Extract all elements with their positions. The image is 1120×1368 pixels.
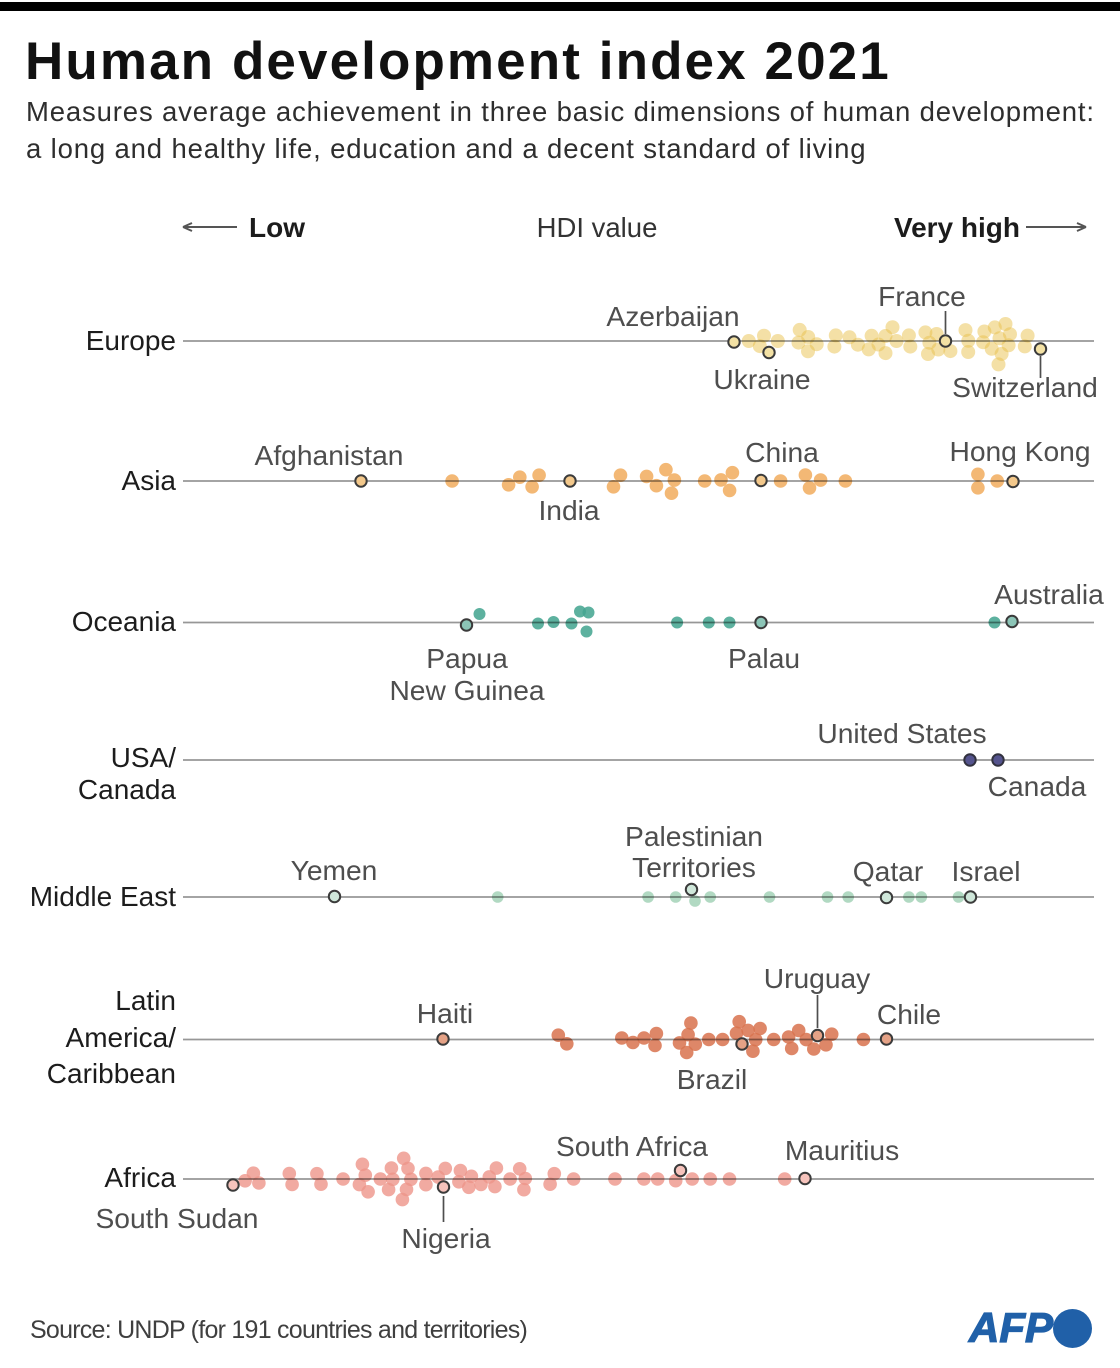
svg-text:South Sudan: South Sudan — [95, 1202, 258, 1234]
svg-text:Qatar: Qatar — [853, 855, 924, 887]
svg-text:Oceania: Oceania — [72, 606, 177, 637]
svg-text:Low: Low — [249, 212, 305, 243]
svg-text:Chile: Chile — [877, 998, 941, 1030]
svg-text:HDI value: HDI value — [537, 212, 658, 243]
svg-text:Canada: Canada — [78, 774, 177, 805]
svg-text:Source: UNDP (for 191 countrie: Source: UNDP (for 191 countries and terr… — [30, 1316, 527, 1344]
svg-text:America/: America/ — [66, 1022, 177, 1053]
svg-text:Brazil: Brazil — [677, 1063, 747, 1095]
svg-text:India: India — [538, 494, 599, 526]
svg-text:Mauritius: Mauritius — [785, 1134, 899, 1166]
svg-text:Palestinian: Palestinian — [625, 820, 763, 852]
svg-text:Asia: Asia — [122, 465, 177, 496]
svg-text:United States: United States — [817, 717, 986, 749]
svg-text:Canada: Canada — [988, 770, 1087, 802]
svg-text:Yemen: Yemen — [291, 854, 378, 886]
svg-text:Afghanistan: Afghanistan — [255, 439, 404, 471]
svg-text:Nigeria: Nigeria — [401, 1222, 491, 1254]
svg-text:France: France — [878, 280, 966, 312]
svg-text:a long and healthy life, educa: a long and healthy life, education and a… — [26, 133, 866, 164]
svg-text:Israel: Israel — [952, 855, 1021, 887]
svg-text:Haiti: Haiti — [417, 997, 473, 1029]
svg-text:Hong Kong: Hong Kong — [949, 435, 1090, 467]
svg-text:Measures average achievement i: Measures average achievement in three ba… — [26, 96, 1095, 127]
svg-text:Australia: Australia — [994, 578, 1104, 610]
svg-text:Europe: Europe — [86, 325, 176, 356]
svg-text:Switzerland: Switzerland — [952, 371, 1098, 403]
svg-text:Very high: Very high — [894, 212, 1020, 243]
svg-text:AFP: AFP — [968, 1304, 1054, 1351]
svg-text:Caribbean: Caribbean — [47, 1058, 176, 1089]
svg-text:USA/: USA/ — [111, 742, 177, 773]
svg-text:Papua: Papua — [426, 642, 508, 674]
svg-text:China: China — [745, 436, 819, 468]
svg-text:Africa: Africa — [104, 1162, 176, 1193]
svg-text:Azerbaijan: Azerbaijan — [606, 300, 739, 332]
svg-text:Uruguay: Uruguay — [764, 962, 871, 994]
svg-text:Human development index 2021: Human development index 2021 — [25, 32, 891, 91]
svg-text:New Guinea: New Guinea — [389, 674, 544, 706]
svg-text:South Africa: South Africa — [556, 1130, 708, 1162]
svg-text:Territories: Territories — [632, 851, 756, 883]
svg-text:Middle East: Middle East — [30, 881, 177, 912]
svg-text:Latin: Latin — [115, 985, 176, 1016]
svg-text:Ukraine: Ukraine — [713, 363, 810, 395]
svg-text:Palau: Palau — [728, 642, 800, 674]
